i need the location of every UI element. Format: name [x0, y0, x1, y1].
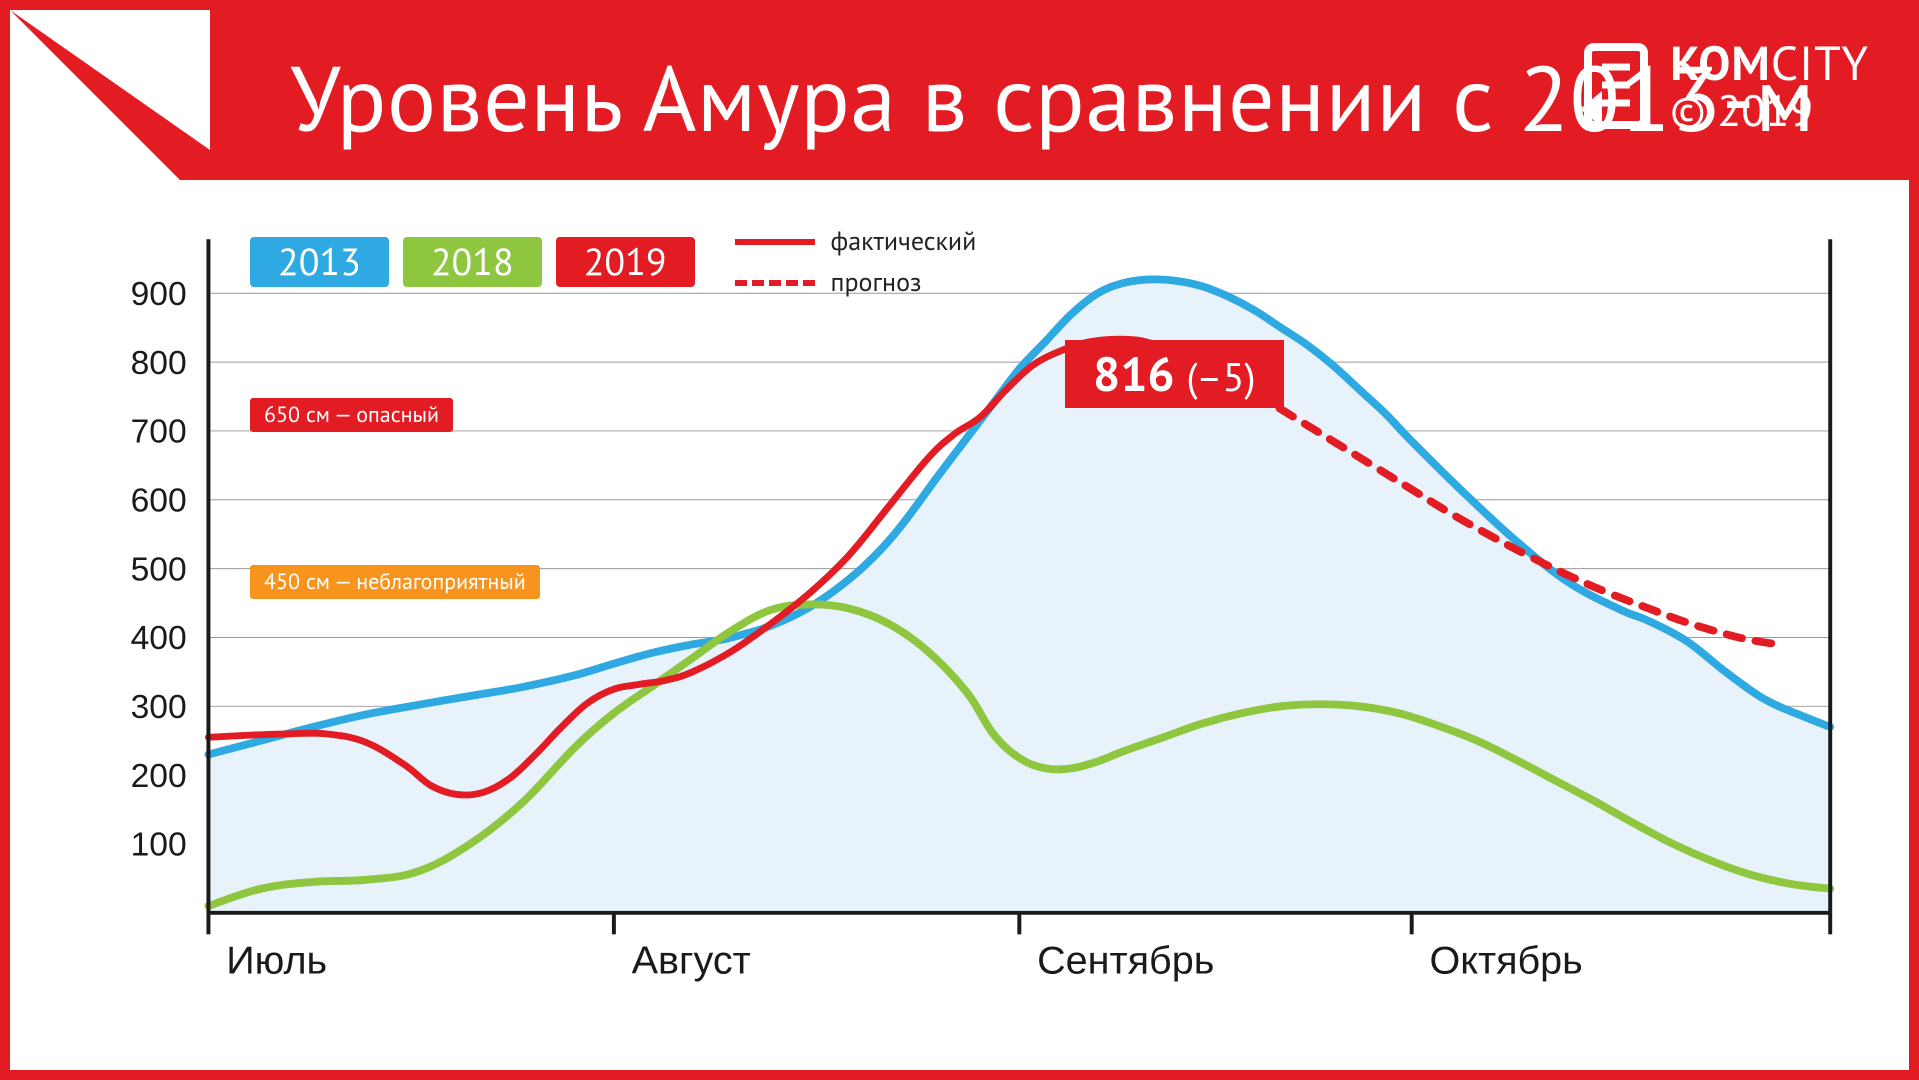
svg-text:800: 800: [131, 345, 187, 382]
chart-frame: Уровень Амура в сравнении с 2013-м годом…: [0, 0, 1919, 1080]
badge-adverse: 450 см — неблагоприятный: [250, 565, 540, 599]
callout-delta: (–5): [1186, 351, 1255, 403]
brand-copyright: © 2019: [1670, 88, 1869, 134]
badge-danger: 650 см — опасный: [250, 398, 453, 432]
svg-text:100: 100: [131, 827, 187, 864]
svg-text:200: 200: [131, 758, 187, 795]
legend-solid-line-icon: [735, 239, 815, 245]
legend: 2013 2018 2019 фактический прогноз: [250, 225, 976, 299]
legend-year-2013: 2013: [250, 237, 389, 287]
svg-text:300: 300: [131, 689, 187, 726]
header-notch: [10, 10, 210, 150]
svg-text:Октябрь: Октябрь: [1429, 939, 1582, 983]
legend-year-2019: 2019: [556, 237, 695, 287]
svg-text:900: 900: [131, 276, 187, 313]
svg-text:500: 500: [131, 552, 187, 589]
callout-value: 816: [1093, 343, 1175, 405]
brand-text: KOMCITY © 2019: [1670, 38, 1869, 135]
legend-actual: фактический: [735, 225, 977, 258]
legend-year-2018: 2018: [403, 237, 542, 287]
svg-text:Июль: Июль: [226, 939, 327, 983]
svg-text:600: 600: [131, 483, 187, 520]
brand: KOMCITY © 2019: [1580, 38, 1869, 135]
header: Уровень Амура в сравнении с 2013-м годом…: [10, 10, 1909, 180]
chart: 100 200 300 400 500 600 700 800 900 Июль Август Сен…: [70, 210, 1849, 1030]
legend-actual-label: фактический: [831, 225, 977, 258]
brand-name: KOMCITY: [1670, 38, 1869, 88]
legend-forecast-label: прогноз: [831, 266, 922, 299]
svg-text:Сентябрь: Сентябрь: [1037, 939, 1214, 983]
svg-text:400: 400: [131, 620, 187, 657]
chart-svg: 100 200 300 400 500 600 700 800 900 Июль Август Сен…: [70, 210, 1849, 1030]
legend-dashed-line-icon: [735, 280, 815, 286]
svg-text:Август: Август: [632, 939, 751, 983]
current-level-callout: 816 (–5): [1065, 340, 1284, 408]
legend-linetype: фактический прогноз: [735, 225, 977, 299]
legend-forecast: прогноз: [735, 266, 977, 299]
brand-logo-icon: [1580, 41, 1652, 131]
svg-text:700: 700: [131, 414, 187, 451]
